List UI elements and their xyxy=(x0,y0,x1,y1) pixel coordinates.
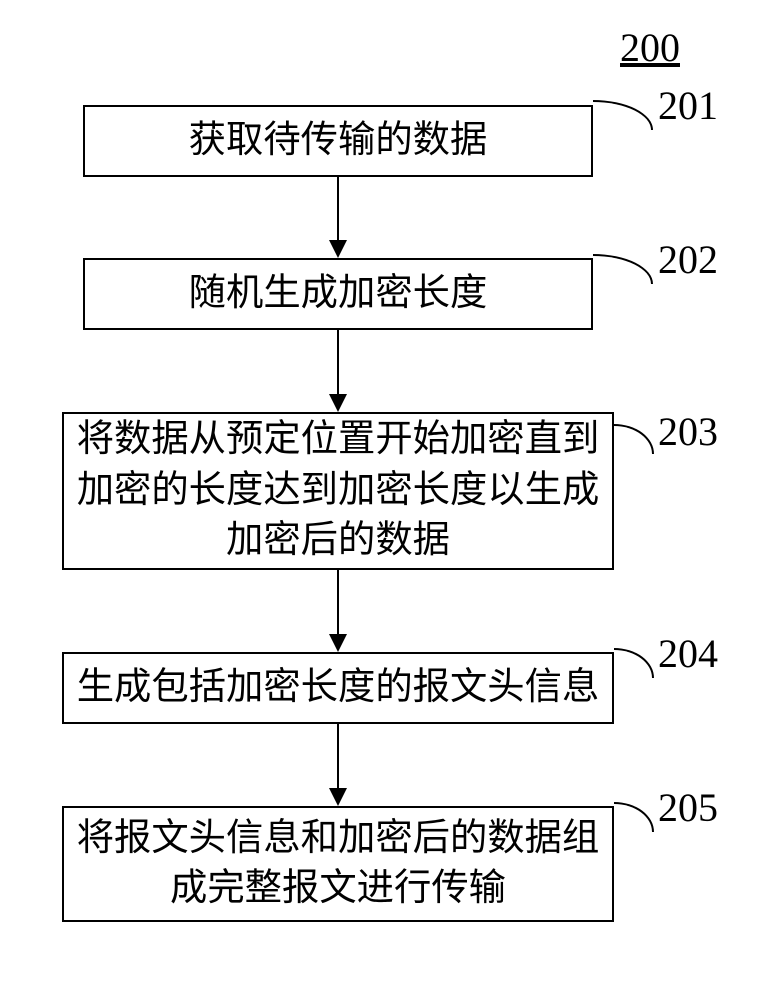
connector-curve-1 xyxy=(593,100,653,130)
connector-curve-4 xyxy=(614,648,654,678)
arrow-line-1 xyxy=(337,177,339,240)
step-number-205: 205 xyxy=(658,784,718,831)
arrow-head-3 xyxy=(329,634,347,652)
arrow-head-2 xyxy=(329,394,347,412)
step-box-5: 将报文头信息和加密后的数据组成完整报文进行传输 xyxy=(62,806,614,922)
step-number-203: 203 xyxy=(658,408,718,455)
step-number-204: 204 xyxy=(658,630,718,677)
arrow-line-2 xyxy=(337,330,339,394)
figure-number-label: 200 xyxy=(620,24,680,71)
step-number-201: 201 xyxy=(658,82,718,129)
step-box-2: 随机生成加密长度 xyxy=(83,258,593,330)
step-box-4: 生成包括加密长度的报文头信息 xyxy=(62,652,614,724)
step-number-202: 202 xyxy=(658,236,718,283)
step-box-3: 将数据从预定位置开始加密直到加密的长度达到加密长度以生成加密后的数据 xyxy=(62,412,614,570)
connector-curve-5 xyxy=(614,802,654,832)
flowchart-canvas: 200 获取待传输的数据 随机生成加密长度 将数据从预定位置开始加密直到加密的长… xyxy=(0,0,768,1000)
connector-curve-3 xyxy=(614,424,654,454)
arrow-head-1 xyxy=(329,240,347,258)
arrow-line-4 xyxy=(337,724,339,788)
connector-curve-2 xyxy=(593,254,653,284)
arrow-line-3 xyxy=(337,570,339,634)
arrow-head-4 xyxy=(329,788,347,806)
step-box-1: 获取待传输的数据 xyxy=(83,105,593,177)
